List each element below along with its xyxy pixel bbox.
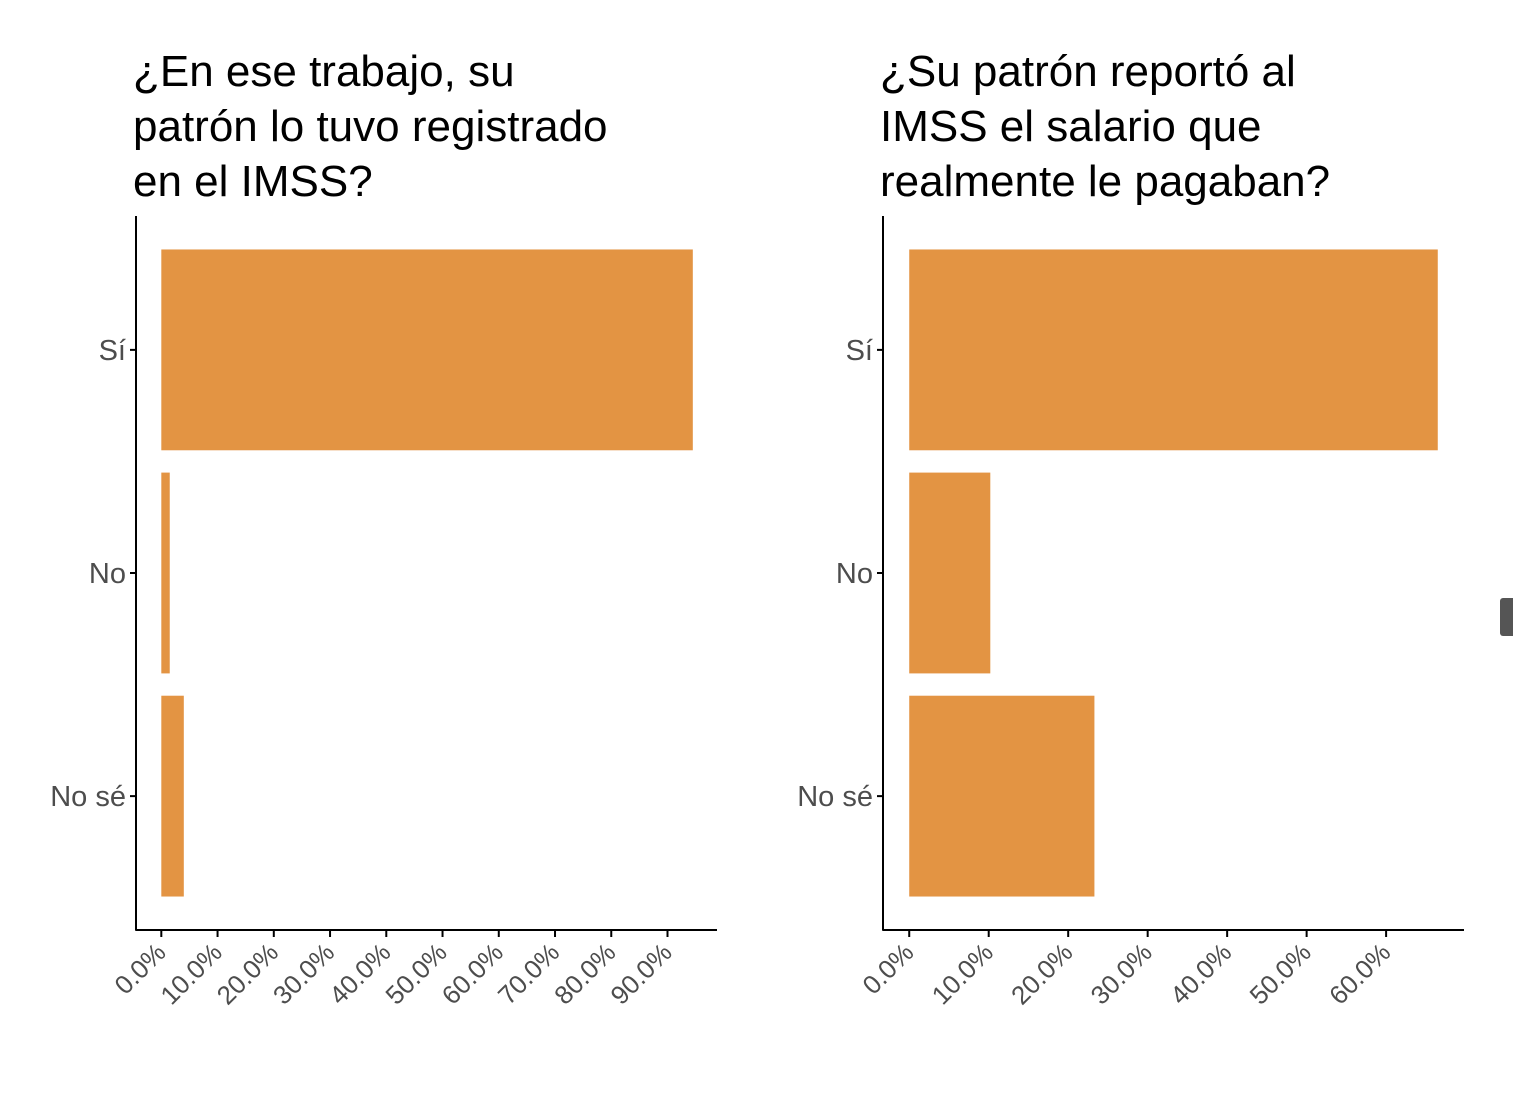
tick-label-right-1: 10.0% [926, 937, 999, 1010]
tick-label-right-4: 40.0% [1164, 937, 1237, 1010]
bar-right-1 [909, 472, 991, 674]
tick-label-right-5: 50.0% [1244, 937, 1317, 1010]
tick-label-left-8: 80.0% [548, 937, 621, 1010]
tick-label-left-6: 60.0% [436, 937, 509, 1010]
tick-label-right-6: 60.0% [1323, 937, 1396, 1010]
tick-label-left-2: 20.0% [211, 937, 284, 1010]
chart-title-right: ¿Su patrón reportó al IMSS el salario qu… [880, 47, 1331, 206]
category-label-right-1: No [836, 558, 873, 590]
tick-label-left-1: 10.0% [154, 937, 227, 1010]
tick-label-left-5: 50.0% [379, 937, 452, 1010]
chart-title-left: ¿En ese trabajo, su patrón lo tuvo regis… [133, 47, 608, 206]
tick-label-left-9: 90.0% [604, 937, 677, 1010]
tick-label-left-7: 70.0% [492, 937, 565, 1010]
category-label-left-1: No [89, 558, 126, 590]
category-label-right-2: No sé [797, 781, 873, 813]
bar-right-0 [909, 249, 1438, 451]
category-label-left-2: No sé [50, 781, 126, 813]
bar-left-1 [161, 472, 170, 674]
bar-right-2 [909, 695, 1095, 897]
scrollbar-handle[interactable] [1500, 598, 1513, 636]
bar-left-2 [161, 695, 184, 897]
category-label-left-0: Sí [99, 335, 126, 367]
tick-label-right-3: 30.0% [1085, 937, 1158, 1010]
tick-label-right-2: 20.0% [1005, 937, 1078, 1010]
tick-label-left-3: 30.0% [267, 937, 340, 1010]
bar-left-0 [161, 249, 693, 451]
tick-label-left-4: 40.0% [323, 937, 396, 1010]
category-label-right-0: Sí [846, 335, 873, 367]
tick-label-right-0: 0.0% [856, 937, 919, 1000]
